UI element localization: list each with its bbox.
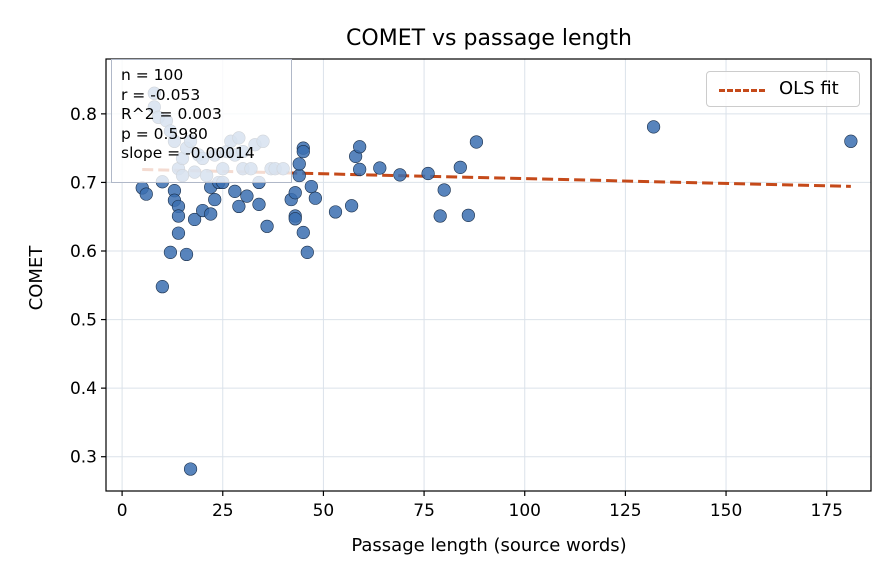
x-tick-label: 0	[117, 501, 128, 521]
data-point	[300, 245, 314, 259]
data-point	[179, 247, 194, 262]
data-point	[288, 212, 302, 226]
y-axis-label: COMET	[26, 245, 47, 311]
stats-n: n = 100	[121, 66, 184, 84]
chart-title: COMET vs passage length	[346, 26, 632, 51]
x-tick-label: 175	[810, 501, 842, 521]
data-point	[437, 183, 451, 197]
x-axis-label: Passage length (source words)	[351, 535, 626, 556]
data-point	[393, 168, 407, 182]
data-point	[292, 168, 306, 183]
x-tick-label: 100	[509, 501, 541, 521]
data-point	[373, 161, 387, 175]
data-point	[204, 207, 218, 221]
data-point	[353, 162, 367, 176]
data-point	[288, 186, 302, 200]
y-tick-label: 0.4	[70, 379, 97, 399]
data-point	[433, 209, 447, 223]
y-tick-label: 0.3	[70, 448, 97, 468]
data-point	[844, 134, 858, 148]
y-tick-label: 0.8	[70, 105, 97, 125]
data-point	[461, 208, 475, 222]
data-point	[155, 280, 169, 294]
data-point	[469, 135, 484, 149]
data-point	[240, 189, 254, 203]
data-point	[252, 197, 266, 211]
x-tick-label: 25	[212, 501, 234, 521]
legend: OLS fit	[706, 71, 860, 107]
y-axis-ticks: 0.3 0.4 0.5 0.6 0.7 0.8	[70, 105, 106, 468]
data-point	[171, 209, 186, 223]
data-point	[228, 184, 242, 198]
data-point	[296, 144, 310, 159]
data-point	[308, 191, 322, 205]
data-point	[328, 205, 343, 219]
data-point	[139, 187, 153, 201]
x-tick-label: 75	[413, 501, 435, 521]
data-point	[171, 226, 186, 240]
plot-frame	[105, 58, 872, 492]
y-tick-label: 0.6	[70, 242, 97, 262]
data-point	[421, 166, 435, 181]
data-point	[187, 212, 202, 227]
stats-r: r = -0.053	[121, 85, 201, 104]
y-tick-label: 0.5	[70, 311, 97, 331]
legend-label-ols-fit: OLS fit	[779, 78, 839, 99]
data-point	[296, 225, 310, 240]
stats-slope: slope = -0.00014	[121, 144, 255, 163]
x-tick-label: 125	[609, 501, 641, 521]
data-point	[208, 192, 222, 207]
stats-annotation-box: n = 100 r = -0.053 R^2 = 0.003 p = 0.598…	[111, 59, 292, 183]
legend-swatch-ols-fit	[719, 89, 765, 92]
x-tick-label: 50	[313, 501, 335, 521]
data-point	[292, 157, 306, 171]
x-axis-ticks: 0 25 50 75 100 125 150 175	[117, 491, 843, 521]
data-point	[163, 245, 178, 259]
x-tick-label: 150	[710, 501, 742, 521]
data-point	[232, 199, 246, 214]
data-point	[345, 199, 359, 213]
stats-r-squared: R^2 = 0.003	[121, 105, 222, 124]
data-point	[260, 219, 274, 233]
data-point	[646, 120, 661, 134]
y-tick-label: 0.7	[70, 173, 97, 193]
data-point	[183, 462, 198, 476]
data-point	[453, 160, 467, 174]
data-point	[304, 179, 318, 194]
stats-p: p = 0.5980	[121, 124, 208, 143]
data-point	[353, 140, 367, 154]
